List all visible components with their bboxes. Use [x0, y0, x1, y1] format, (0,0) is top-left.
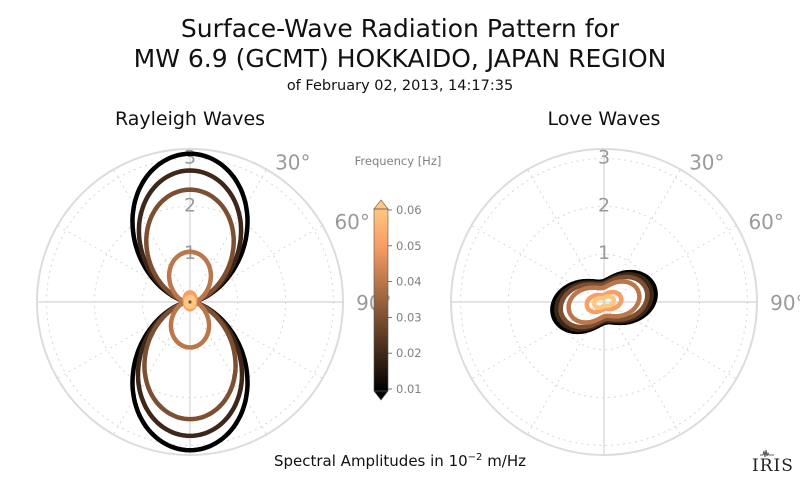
angle-label: 30°	[689, 151, 724, 175]
iris-logo: IRIS	[752, 449, 794, 476]
radius-tick-label: 2	[598, 194, 610, 216]
love-polar-plot: 30° 60° 90° 1 2 3 Love Waves	[450, 108, 800, 456]
rayleigh-pattern-curve	[142, 187, 238, 422]
colorbar-gradient	[374, 209, 388, 391]
angle-label: 60°	[334, 210, 369, 234]
love-pattern-curve	[558, 274, 650, 330]
love-pattern-curve	[566, 279, 642, 325]
iris-logo-text: IRIS	[752, 456, 794, 476]
colorbar-tick-label: 0.04	[396, 275, 422, 289]
radius-tick-label: 2	[184, 194, 196, 216]
radius-tick-label: 1	[598, 242, 610, 264]
units-suffix: m/Hz	[482, 452, 527, 470]
angular-grid-line	[189, 169, 267, 303]
colorbar-tick-label: 0.05	[396, 239, 422, 253]
colorbar-label: Frequency [Hz]	[355, 154, 442, 168]
subplot-title: Rayleigh Waves	[115, 108, 265, 130]
rayleigh-pattern-curve	[183, 294, 197, 310]
angle-label: 30°	[275, 151, 310, 175]
units-exponent: −2	[467, 452, 483, 463]
colorbar-tick-label: 0.06	[396, 203, 422, 217]
radius-tick-label: 3	[598, 147, 610, 169]
amplitude-units-label: Spectral Amplitudes in 10−2 m/Hz	[0, 452, 800, 470]
radius-tick-label: 3	[184, 147, 196, 169]
angular-grid-line	[189, 301, 267, 435]
subplot-title: Love Waves	[548, 108, 661, 130]
love-pattern-curve	[591, 294, 617, 310]
rayleigh-pattern-curve	[166, 249, 214, 350]
colorbar-frame	[373, 208, 389, 392]
angular-grid-line	[113, 169, 191, 303]
love-pattern-curve	[584, 289, 624, 315]
angle-label: 90°	[770, 291, 800, 315]
angle-label: 60°	[748, 210, 783, 234]
units-prefix: Spectral Amplitudes in 10	[273, 452, 468, 470]
angular-grid-line	[113, 301, 191, 435]
seismogram-icon	[760, 449, 774, 458]
colorbar-tick-label: 0.01	[396, 382, 422, 396]
colorbar-max-extend	[373, 199, 389, 210]
angular-grid-line	[471, 301, 605, 379]
figure-title-line2: MW 6.9 (GCMT) HOKKAIDO, JAPAN REGION	[133, 44, 667, 73]
colorbar-tick-label: 0.03	[396, 310, 422, 324]
colorbar-min-extend	[373, 390, 389, 401]
colorbar-tick-label: 0.02	[396, 346, 422, 360]
angular-grid-line	[603, 225, 737, 303]
figure-subtitle: of February 02, 2013, 14:17:35	[286, 78, 514, 94]
figure-title-line1: Surface-Wave Radiation Pattern for	[180, 14, 620, 43]
frequency-colorbar: Frequency [Hz] 0.06 0.05 0.04 0.03 0.02 0.01	[355, 154, 442, 401]
